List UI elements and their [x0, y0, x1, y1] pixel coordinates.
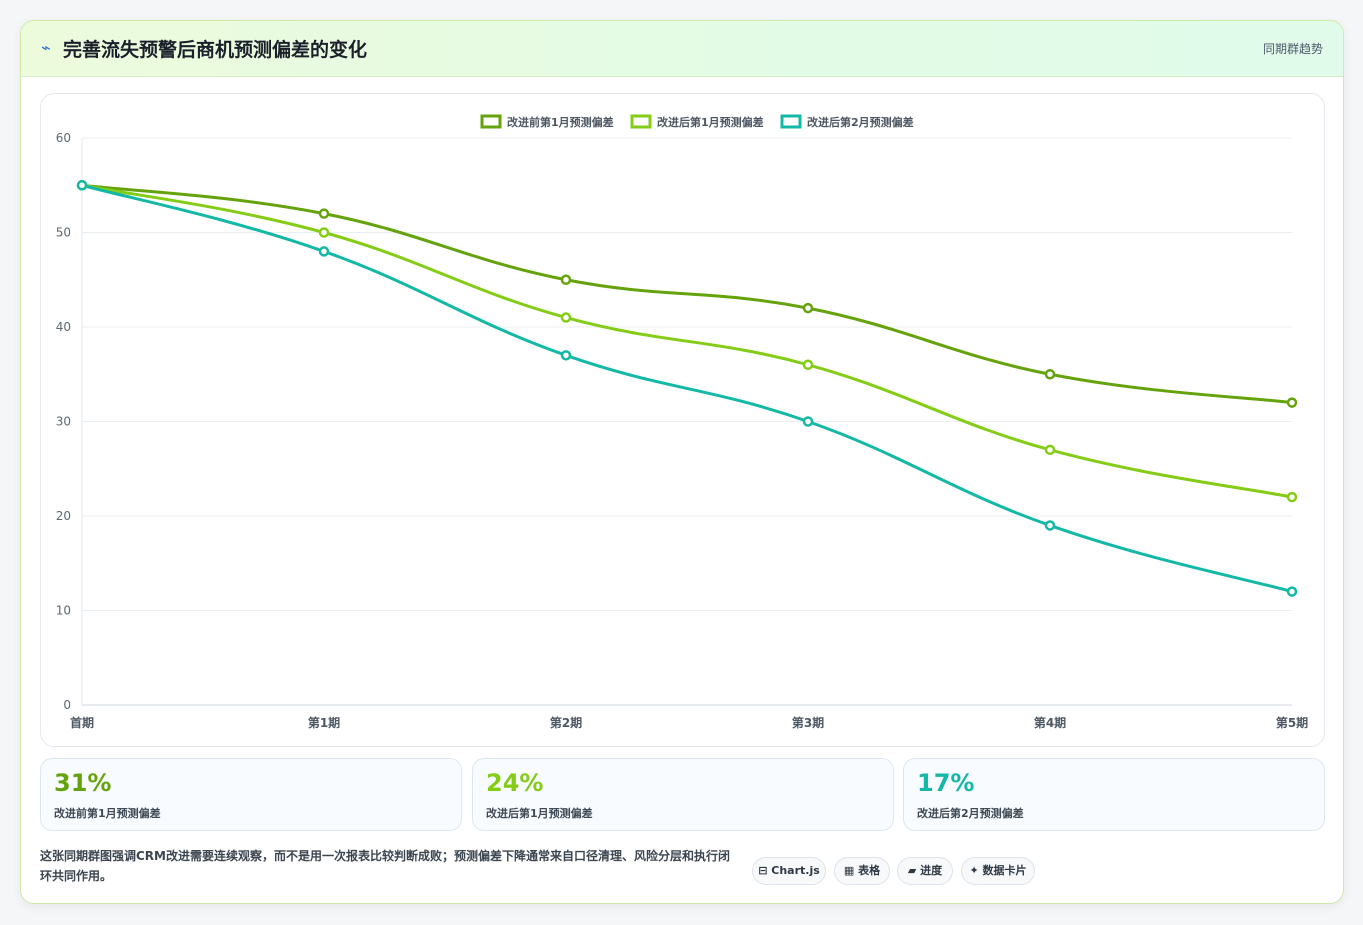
data-point — [802, 416, 814, 427]
series-line — [81, 183, 1293, 594]
stat-value: 17% — [917, 769, 975, 797]
chip-progress[interactable]: ▰ 进度 — [897, 857, 953, 885]
chart-card: ⌁ 完善流失预警后商机预测偏差的变化 同期群趋势 0 10 20 30 40 50 60 首期… — [20, 20, 1344, 904]
x-tick-label: 第3期 — [792, 715, 824, 730]
chip-label: Chart.js — [771, 864, 820, 877]
data-point — [1286, 586, 1298, 597]
card-header: ⌁ 完善流失预警后商机预测偏差的变化 同期群趋势 — [21, 21, 1343, 77]
data-point — [1044, 520, 1056, 531]
chart-icon: ⊟ — [758, 864, 768, 877]
stat-value: 24% — [486, 769, 544, 797]
y-tick-label: 30 — [56, 415, 71, 429]
data-point — [802, 302, 814, 314]
x-tick-label: 第5期 — [1276, 715, 1308, 730]
y-tick-label: 40 — [56, 320, 71, 334]
stat-label: 改进后第1月预测偏差 — [486, 807, 593, 820]
data-point — [560, 274, 572, 285]
series-line — [81, 183, 1293, 405]
legend-label: 改进前第1月预测偏差 — [507, 115, 614, 129]
data-point — [1286, 397, 1298, 408]
y-tick-label: 20 — [56, 509, 71, 523]
y-tick-label: 50 — [56, 226, 71, 240]
data-point — [1286, 491, 1298, 503]
y-tick-label: 60 — [56, 131, 71, 145]
lightning-icon: ⌁ — [41, 38, 51, 57]
x-tick-label: 第2期 — [550, 715, 582, 730]
data-point — [318, 227, 330, 238]
page-title: 完善流失预警后商机预测偏差的变化 — [63, 39, 368, 61]
data-point — [560, 312, 572, 323]
data-point — [318, 208, 330, 219]
data-point — [560, 350, 572, 361]
legend-swatch — [780, 114, 802, 129]
progress-icon: ▰ — [907, 864, 917, 877]
stat-card: 24% 改进后第1月预测偏差 — [472, 758, 894, 831]
series-line — [81, 183, 1293, 499]
cohort-trend-link[interactable]: 同期群趋势 — [1262, 42, 1323, 56]
legend-swatch — [630, 114, 652, 129]
x-tick-label: 第4期 — [1034, 715, 1066, 730]
data-point — [802, 359, 814, 371]
stat-label: 改进后第2月预测偏差 — [917, 807, 1024, 820]
data-point — [76, 180, 88, 191]
sparkle-icon: ✦ — [969, 864, 979, 877]
x-tick-label: 第1期 — [308, 715, 340, 730]
stat-card: 31% 改进前第1月预测偏差 — [40, 758, 462, 831]
data-point — [1044, 444, 1056, 456]
legend-label: 改进后第1月预测偏差 — [657, 115, 764, 129]
table-icon: ▦ — [843, 864, 855, 877]
stat-value: 31% — [54, 769, 112, 797]
data-point — [1044, 369, 1056, 380]
chip-table[interactable]: ▦ 表格 — [834, 857, 890, 885]
y-tick-label: 10 — [56, 604, 71, 618]
stat-card: 17% 改进后第2月预测偏差 — [903, 758, 1325, 831]
chip-label: 表格 — [858, 864, 881, 877]
chip-chartjs[interactable]: ⊟ Chart.js — [752, 857, 826, 885]
stat-label: 改进前第1月预测偏差 — [54, 807, 161, 820]
chip-label: 数据卡片 — [982, 864, 1027, 877]
legend-swatch — [480, 114, 502, 129]
data-point — [318, 246, 330, 257]
chip-label: 进度 — [920, 864, 943, 877]
y-tick-label: 0 — [63, 698, 71, 712]
chip-data-card[interactable]: ✦ 数据卡片 — [961, 857, 1035, 885]
x-tick-label: 首期 — [70, 715, 94, 730]
chart-note: 这张同期群图强调CRM改进需要连续观察，而不是用一次报表比较判断成败；预测偏差下… — [40, 849, 730, 883]
chart-svg: 0 10 20 30 40 50 60 首期 第1期 第2期 第3期 第4期 第5期 改进前第1月预测偏差… — [56, 114, 1308, 730]
line-chart: 0 10 20 30 40 50 60 首期 第1期 第2期 第3期 第4期 第5期 改进前第1月预测偏差… — [40, 93, 1325, 747]
legend-label: 改进后第2月预测偏差 — [807, 115, 914, 129]
